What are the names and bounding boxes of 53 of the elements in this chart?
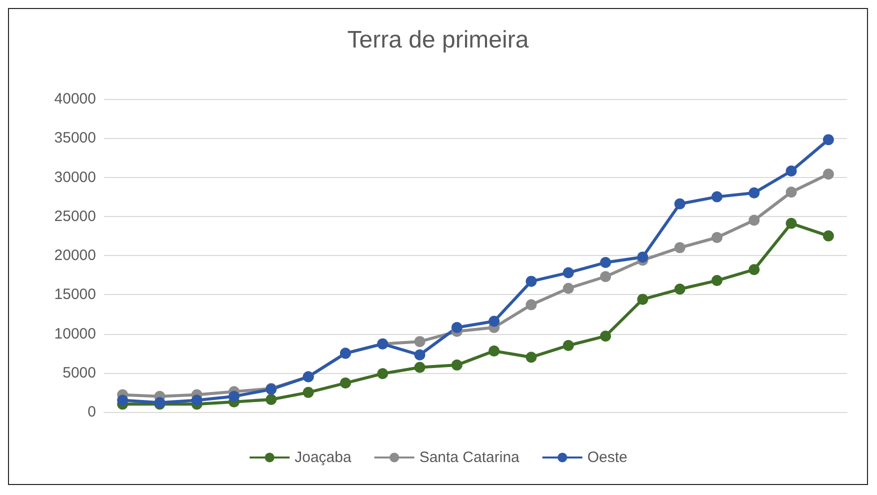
y-tick-label: 15000 [54,286,96,304]
legend-label: Oeste [587,449,628,466]
legend-label: Santa Catarina [419,449,520,466]
point [526,299,537,310]
point [748,264,760,276]
y-tick-label: 40000 [54,90,96,108]
point [451,322,462,333]
point [228,390,240,402]
point [822,134,834,146]
point [377,368,388,380]
point [822,230,834,242]
point [674,284,686,295]
point [562,267,574,278]
point [562,282,574,294]
point [414,362,426,373]
y-tick-label: 25000 [54,208,96,225]
point [191,394,202,406]
point [637,252,648,263]
point [414,349,426,360]
point [488,316,500,327]
y-tick-label: 10000 [54,325,96,342]
point [637,294,648,305]
point [488,345,500,356]
point [414,336,426,348]
point [600,271,612,282]
point [526,276,537,287]
y-tick-label: 5000 [62,364,96,382]
y-tick-label: 0 [88,404,96,420]
y-tick-label: 20000 [54,247,96,264]
point [600,330,612,342]
point [600,257,612,268]
point [526,352,537,363]
point [786,218,797,229]
legend-label: Joaçaba [294,449,352,466]
point [786,165,797,176]
point [562,340,574,351]
point [117,394,128,406]
point [711,191,722,202]
point [748,214,760,226]
point [451,360,462,371]
point [711,232,722,243]
point [711,275,722,286]
point [748,187,760,198]
point [674,242,686,254]
point [302,386,314,398]
point [340,378,351,389]
point [674,198,686,210]
chart-title: Terra de primeira [347,26,530,54]
point [266,394,277,405]
y-tick-label: 35000 [54,130,96,147]
point [786,186,797,198]
point [822,168,834,180]
y-tick-label: 30000 [54,168,96,186]
